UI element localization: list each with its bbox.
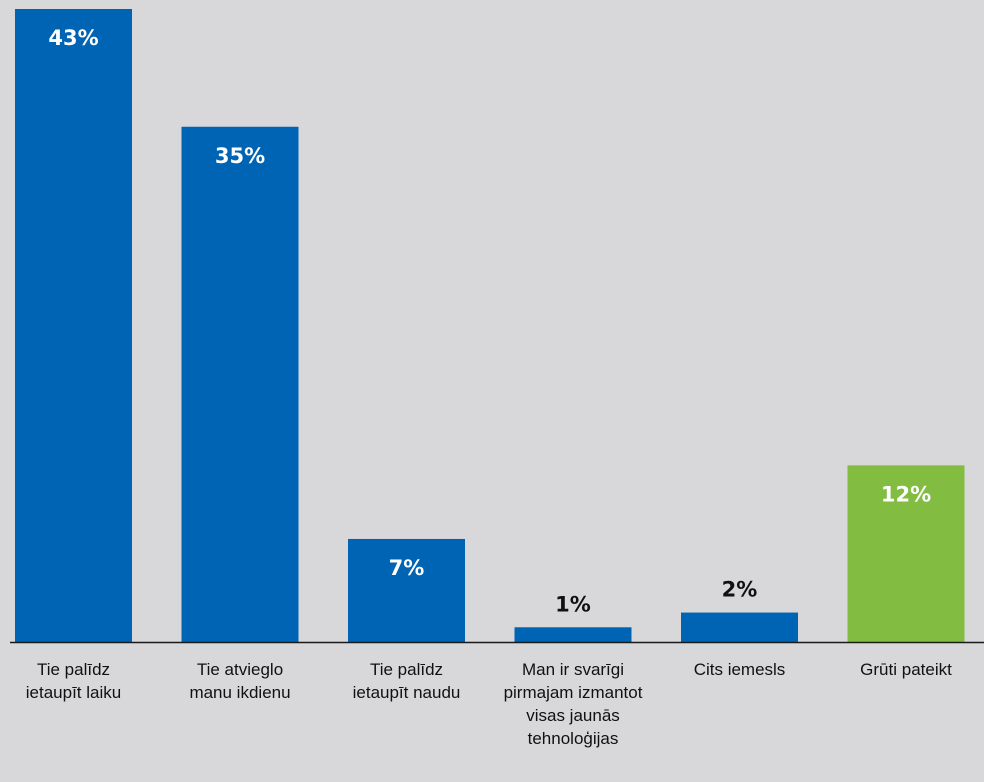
category-label-1: Tie palīdz ietaupīt laiku xyxy=(26,660,121,702)
value-label-1: 43% xyxy=(48,26,98,50)
bar-4 xyxy=(514,627,632,642)
category-label-line: Man ir svarīgi xyxy=(522,660,624,679)
category-label-line: Cits iemesls xyxy=(694,660,786,679)
category-label-line: pirmajam izmantot xyxy=(504,683,643,702)
bar-2 xyxy=(181,126,299,642)
category-label-line: ietaupīt laiku xyxy=(26,683,121,702)
category-label-line: tehnoloģijas xyxy=(528,729,619,748)
category-label-line: manu ikdienu xyxy=(189,683,290,702)
value-labels-group: 43% 35% 7% 1% 2% 12% xyxy=(48,26,931,616)
value-label-6: 12% xyxy=(881,482,931,506)
value-label-3: 7% xyxy=(389,556,425,580)
category-label-line: visas jaunās xyxy=(526,706,620,725)
category-labels-group: Tie palīdz ietaupīt laiku Tie atvieglo manu… xyxy=(26,660,952,748)
category-label-line: Tie palīdz xyxy=(370,660,443,679)
bar-5 xyxy=(681,612,798,642)
category-label-2: Tie atvieglo manu ikdienu xyxy=(189,660,290,702)
category-label-6: Grūti pateikt xyxy=(860,660,952,679)
category-label-line: ietaupīt naudu xyxy=(353,683,461,702)
bars-group xyxy=(15,9,965,642)
value-label-4: 1% xyxy=(555,592,591,616)
value-label-5: 2% xyxy=(722,578,758,602)
bar-3 xyxy=(348,538,465,642)
category-label-line: Tie atvieglo xyxy=(197,660,283,679)
value-label-2: 35% xyxy=(215,144,265,168)
category-label-3: Tie palīdz ietaupīt naudu xyxy=(353,660,461,702)
bar-1 xyxy=(15,9,132,642)
bar-6 xyxy=(847,465,965,642)
category-label-4: Man ir svarīgi pirmajam izmantot visas jau… xyxy=(504,660,643,748)
category-label-5: Cits iemesls xyxy=(694,660,786,679)
category-label-line: Tie palīdz xyxy=(37,660,110,679)
category-label-line: Grūti pateikt xyxy=(860,660,952,679)
